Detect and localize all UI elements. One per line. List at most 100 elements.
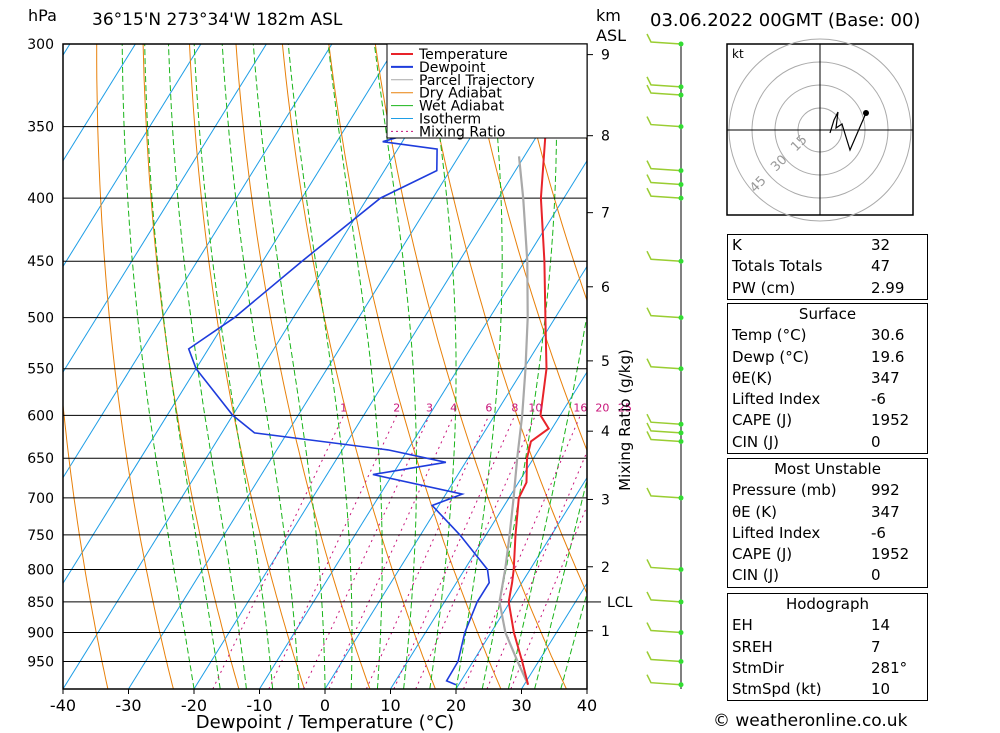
wind-dot — [678, 84, 684, 90]
most-unstable-row: CAPE (J) 1952 — [728, 544, 927, 565]
mixing-ratio-line — [510, 504, 587, 689]
wind-barb — [646, 307, 682, 319]
legend-label: Dry Adiabat — [419, 86, 502, 102]
surface-value: -6 — [871, 390, 886, 409]
x-tick-label: 30 — [511, 696, 531, 715]
wet-adiabat-line — [168, 44, 247, 689]
mixing-ratio-axis-label: Mixing Ratio (g/kg) — [616, 349, 634, 491]
surface-value: 1952 — [871, 411, 910, 430]
km-tick-label: 7 — [601, 206, 610, 222]
x-tick-label: -30 — [115, 696, 141, 715]
mixing-ratio-label: 4 — [450, 401, 457, 414]
km-tick-label: 1 — [601, 624, 610, 640]
mixing-ratio-line — [365, 415, 490, 689]
index-row: Totals Totals 47 — [728, 256, 927, 277]
mixing-ratio-label: 2 — [393, 401, 400, 414]
most-unstable-value: 347 — [871, 502, 900, 521]
isotherm-line — [63, 44, 267, 374]
wet-adiabat-line — [144, 44, 221, 689]
wind-dot — [678, 659, 684, 665]
km-tick-label: 5 — [601, 354, 610, 370]
wind-barb — [646, 431, 682, 443]
hodograph-label: StmDir — [732, 658, 784, 677]
hodograph-stats-title: Hodograph — [785, 595, 870, 613]
temperature-line — [507, 44, 551, 685]
dry-adiabat-line — [979, 44, 1000, 689]
legend-label: Isotherm — [419, 112, 481, 128]
index-row: PW (cm) 2.99 — [728, 278, 927, 299]
wind-dot — [678, 315, 684, 321]
x-tick-label: -10 — [246, 696, 272, 715]
surface-value: 347 — [871, 368, 900, 387]
mixing-ratio-line — [212, 415, 345, 689]
index-value: 32 — [871, 236, 891, 254]
wind-dot — [678, 41, 684, 47]
mixing-ratio-line — [415, 415, 536, 689]
most-unstable-value: -6 — [871, 523, 886, 542]
km-tick-label: 2 — [601, 560, 610, 576]
km-tick-label: 9 — [601, 48, 610, 64]
hpa-unit-label: hPa — [28, 6, 57, 25]
pressure-tick-label: 400 — [27, 191, 54, 207]
wind-barb — [646, 422, 682, 434]
most-unstable-value: 992 — [871, 481, 900, 500]
wet-adiabat-line — [121, 44, 195, 689]
x-tick-label: 40 — [577, 696, 597, 715]
surface-row: CAPE (J) 1952 — [728, 410, 927, 431]
mixing-ratio-label: 1 — [340, 401, 347, 414]
wind-barb — [646, 33, 682, 45]
hodograph-label: SREH — [732, 637, 773, 656]
date-title: 03.06.2022 00GMT (Base: 00) — [650, 10, 921, 31]
surface-panel: Surface Temp (°C) 30.6 Dewp (°C) 19.6 θE(K) 3… — [727, 303, 928, 455]
isotherm-line — [63, 44, 333, 479]
pressure-tick-label: 650 — [27, 451, 54, 467]
wind-barb — [646, 651, 682, 663]
isotherm-line — [63, 44, 202, 268]
x-axis-label: Dewpoint / Temperature (°C) — [196, 712, 454, 733]
index-label: Totals Totals — [732, 257, 823, 276]
surface-label: θE(K) — [732, 368, 773, 387]
isotherm-line — [63, 44, 464, 689]
pressure-tick-label: 750 — [27, 528, 54, 544]
most-unstable-title: Most Unstable — [774, 460, 881, 478]
wind-dot — [678, 566, 684, 572]
x-tick-label: 20 — [446, 696, 466, 715]
surface-value: 19.6 — [871, 347, 905, 366]
dry-adiabat-line — [933, 44, 1000, 689]
wind-barb — [646, 174, 682, 186]
dry-adiabat-line — [96, 44, 174, 689]
indices-panel: K 32 Totals Totals 47 PW (cm) 2.99 — [727, 234, 928, 300]
wind-barb — [646, 116, 682, 128]
hodograph-label: EH — [732, 616, 753, 635]
wind-barb — [646, 487, 682, 499]
km-tick-label: 4 — [601, 424, 610, 440]
wind-dot — [678, 195, 684, 201]
surface-value: 30.6 — [871, 326, 905, 345]
surface-row: θE(K) 347 — [728, 368, 927, 389]
mixing-ratio-line — [328, 415, 455, 689]
hodograph-row: StmDir 281° — [728, 658, 927, 679]
index-value: 2.99 — [871, 278, 905, 297]
km-tick-label: 6 — [601, 280, 610, 296]
wet-adiabat-line — [193, 44, 274, 689]
mixing-ratio-label: 16 — [573, 401, 587, 414]
most-unstable-label: θE (K) — [732, 502, 777, 521]
hodograph-row: StmSpd (kt) 10 — [728, 679, 927, 700]
most-unstable-row: θE (K) 347 — [728, 502, 927, 523]
pressure-tick-label: 300 — [27, 37, 54, 53]
surface-row: Temp (°C) 30.6 — [728, 325, 927, 346]
dewpoint-line — [187, 44, 555, 686]
parcel-trajectory-line — [498, 156, 530, 686]
hodograph-row: SREH 7 — [728, 637, 927, 658]
most-unstable-label: Lifted Index — [732, 523, 821, 542]
pressure-tick-label: 550 — [27, 362, 54, 378]
pressure-tick-label: 350 — [27, 120, 54, 136]
wind-dot — [678, 682, 684, 688]
wind-dot — [678, 124, 684, 130]
surface-label: Dewp (°C) — [732, 347, 810, 366]
most-unstable-value: 1952 — [871, 545, 910, 564]
legend-label: Wet Adiabat — [419, 99, 505, 115]
wind-dot — [678, 182, 684, 188]
wind-barb — [646, 591, 682, 603]
hodograph-trace — [829, 111, 867, 152]
